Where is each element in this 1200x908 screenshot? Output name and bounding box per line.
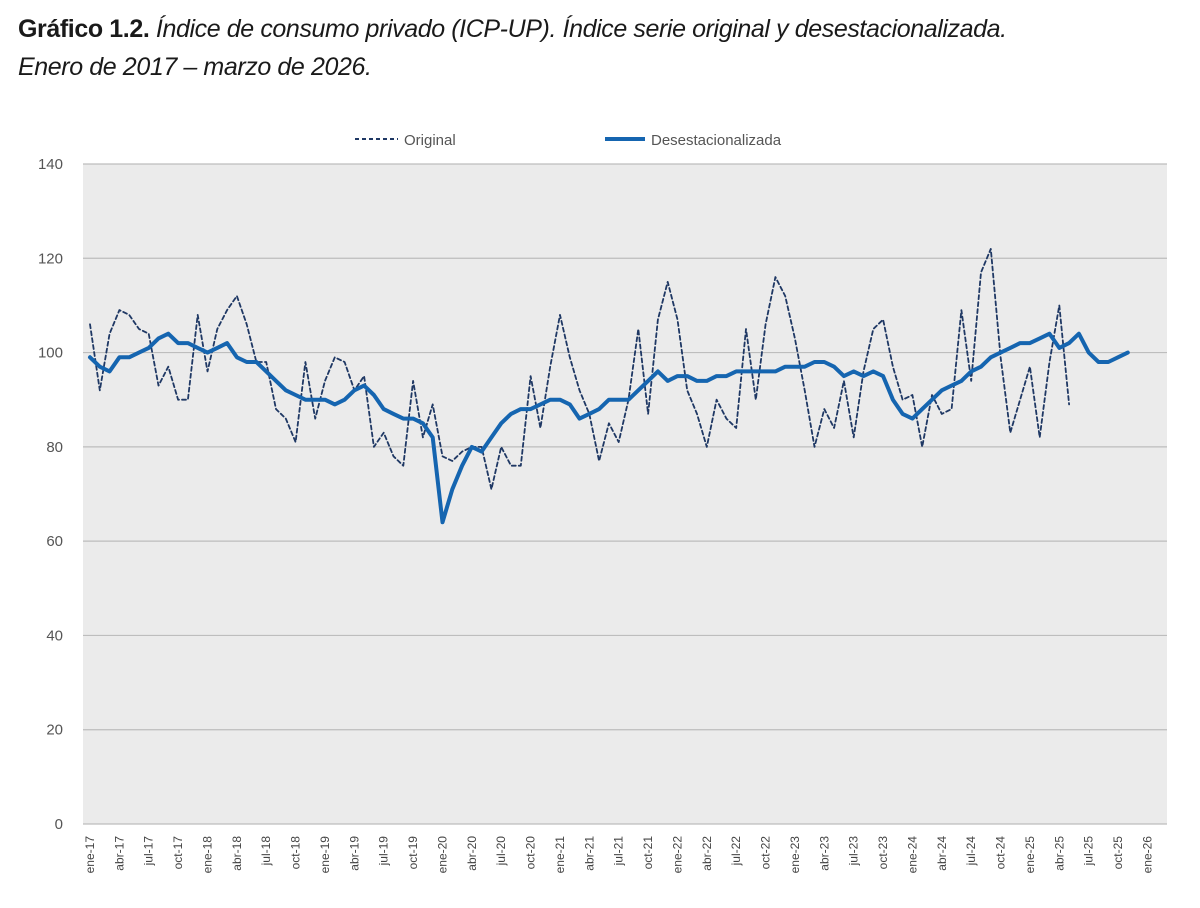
x-tick-label: jul-25: [1082, 836, 1096, 867]
y-tick-label: 40: [46, 627, 63, 644]
y-tick-label: 0: [55, 816, 63, 833]
x-tick-label: abr-24: [935, 836, 949, 871]
x-tick-label: ene-22: [670, 836, 684, 874]
x-tick-label: jul-24: [964, 836, 978, 867]
legend-label-desestacionalizada: Desestacionalizada: [651, 132, 782, 149]
x-tick-label: ene-21: [553, 836, 567, 874]
x-tick-label: jul-20: [494, 836, 508, 867]
x-tick-label: ene-26: [1140, 836, 1154, 874]
x-tick-label: jul-23: [847, 836, 861, 867]
x-tick-label: oct-23: [876, 836, 890, 870]
x-tick-label: jul-18: [259, 836, 273, 867]
chart-title-line-2: Enero de 2017 – marzo de 2026.: [18, 53, 372, 81]
x-tick-label: jul-17: [142, 836, 156, 867]
x-tick-label: jul-19: [377, 836, 391, 867]
y-tick-label: 140: [38, 156, 63, 173]
x-tick-label: oct-18: [289, 836, 303, 870]
x-tick-label: oct-19: [406, 836, 420, 870]
gridlines: [83, 163, 1167, 825]
x-tick-label: oct-24: [994, 836, 1008, 870]
y-tick-label: 100: [38, 345, 63, 362]
line-chart: 0 20 40 60 80 100 120 140 ene-17 abr-17 jul-17 oct…: [38, 132, 1167, 874]
x-tick-label: abr-20: [465, 836, 479, 871]
y-tick-label: 60: [46, 533, 63, 550]
y-tick-label: 120: [38, 250, 63, 267]
x-tick-label: oct-25: [1111, 836, 1125, 870]
x-tick-label: oct-22: [759, 836, 773, 870]
x-tick-label: oct-17: [171, 836, 185, 870]
chart-title-prefix: Gráfico 1.2.: [18, 15, 150, 43]
chart-title-line-1: Gráfico 1.2. Índice de consumo privado (…: [18, 10, 1188, 48]
x-tick-label: ene-19: [318, 836, 332, 874]
y-axis-ticks: 0 20 40 60 80 100 120 140: [38, 156, 63, 833]
chart-title-text: Índice de consumo privado (ICP-UP). Índi…: [155, 15, 1007, 43]
series-line-desestacionalizada: [88, 331, 1130, 525]
legend-label-original: Original: [404, 132, 456, 149]
series-lines: [88, 247, 1130, 525]
x-tick-label: ene-20: [435, 836, 449, 874]
x-tick-label: oct-21: [641, 836, 655, 870]
series-line-original: [89, 247, 1070, 491]
legend: Original Desestacionalizada: [355, 132, 782, 149]
x-tick-label: abr-19: [347, 836, 361, 871]
x-tick-label: ene-23: [788, 836, 802, 874]
x-tick-label: abr-18: [230, 836, 244, 871]
x-tick-label: ene-25: [1023, 836, 1037, 874]
x-tick-label: abr-23: [817, 836, 831, 871]
x-tick-label: ene-18: [200, 836, 214, 874]
x-tick-label: abr-17: [112, 836, 126, 871]
x-tick-label: oct-20: [524, 836, 538, 870]
plot-background: [83, 164, 1167, 824]
y-tick-label: 20: [46, 722, 63, 739]
x-tick-label: ene-24: [905, 836, 919, 874]
x-tick-label: ene-17: [83, 836, 97, 874]
y-tick-label: 80: [46, 439, 63, 456]
x-axis-ticks: ene-17 abr-17 jul-17 oct-17 ene-18 abr-18 jul-…: [83, 836, 1154, 874]
chart-title: Gráfico 1.2. Índice de consumo privado (…: [18, 10, 1188, 86]
x-tick-label: abr-21: [582, 836, 596, 871]
x-tick-label: jul-21: [612, 836, 626, 867]
x-tick-label: abr-22: [700, 836, 714, 871]
x-tick-label: jul-22: [729, 836, 743, 867]
x-tick-label: abr-25: [1052, 836, 1066, 871]
